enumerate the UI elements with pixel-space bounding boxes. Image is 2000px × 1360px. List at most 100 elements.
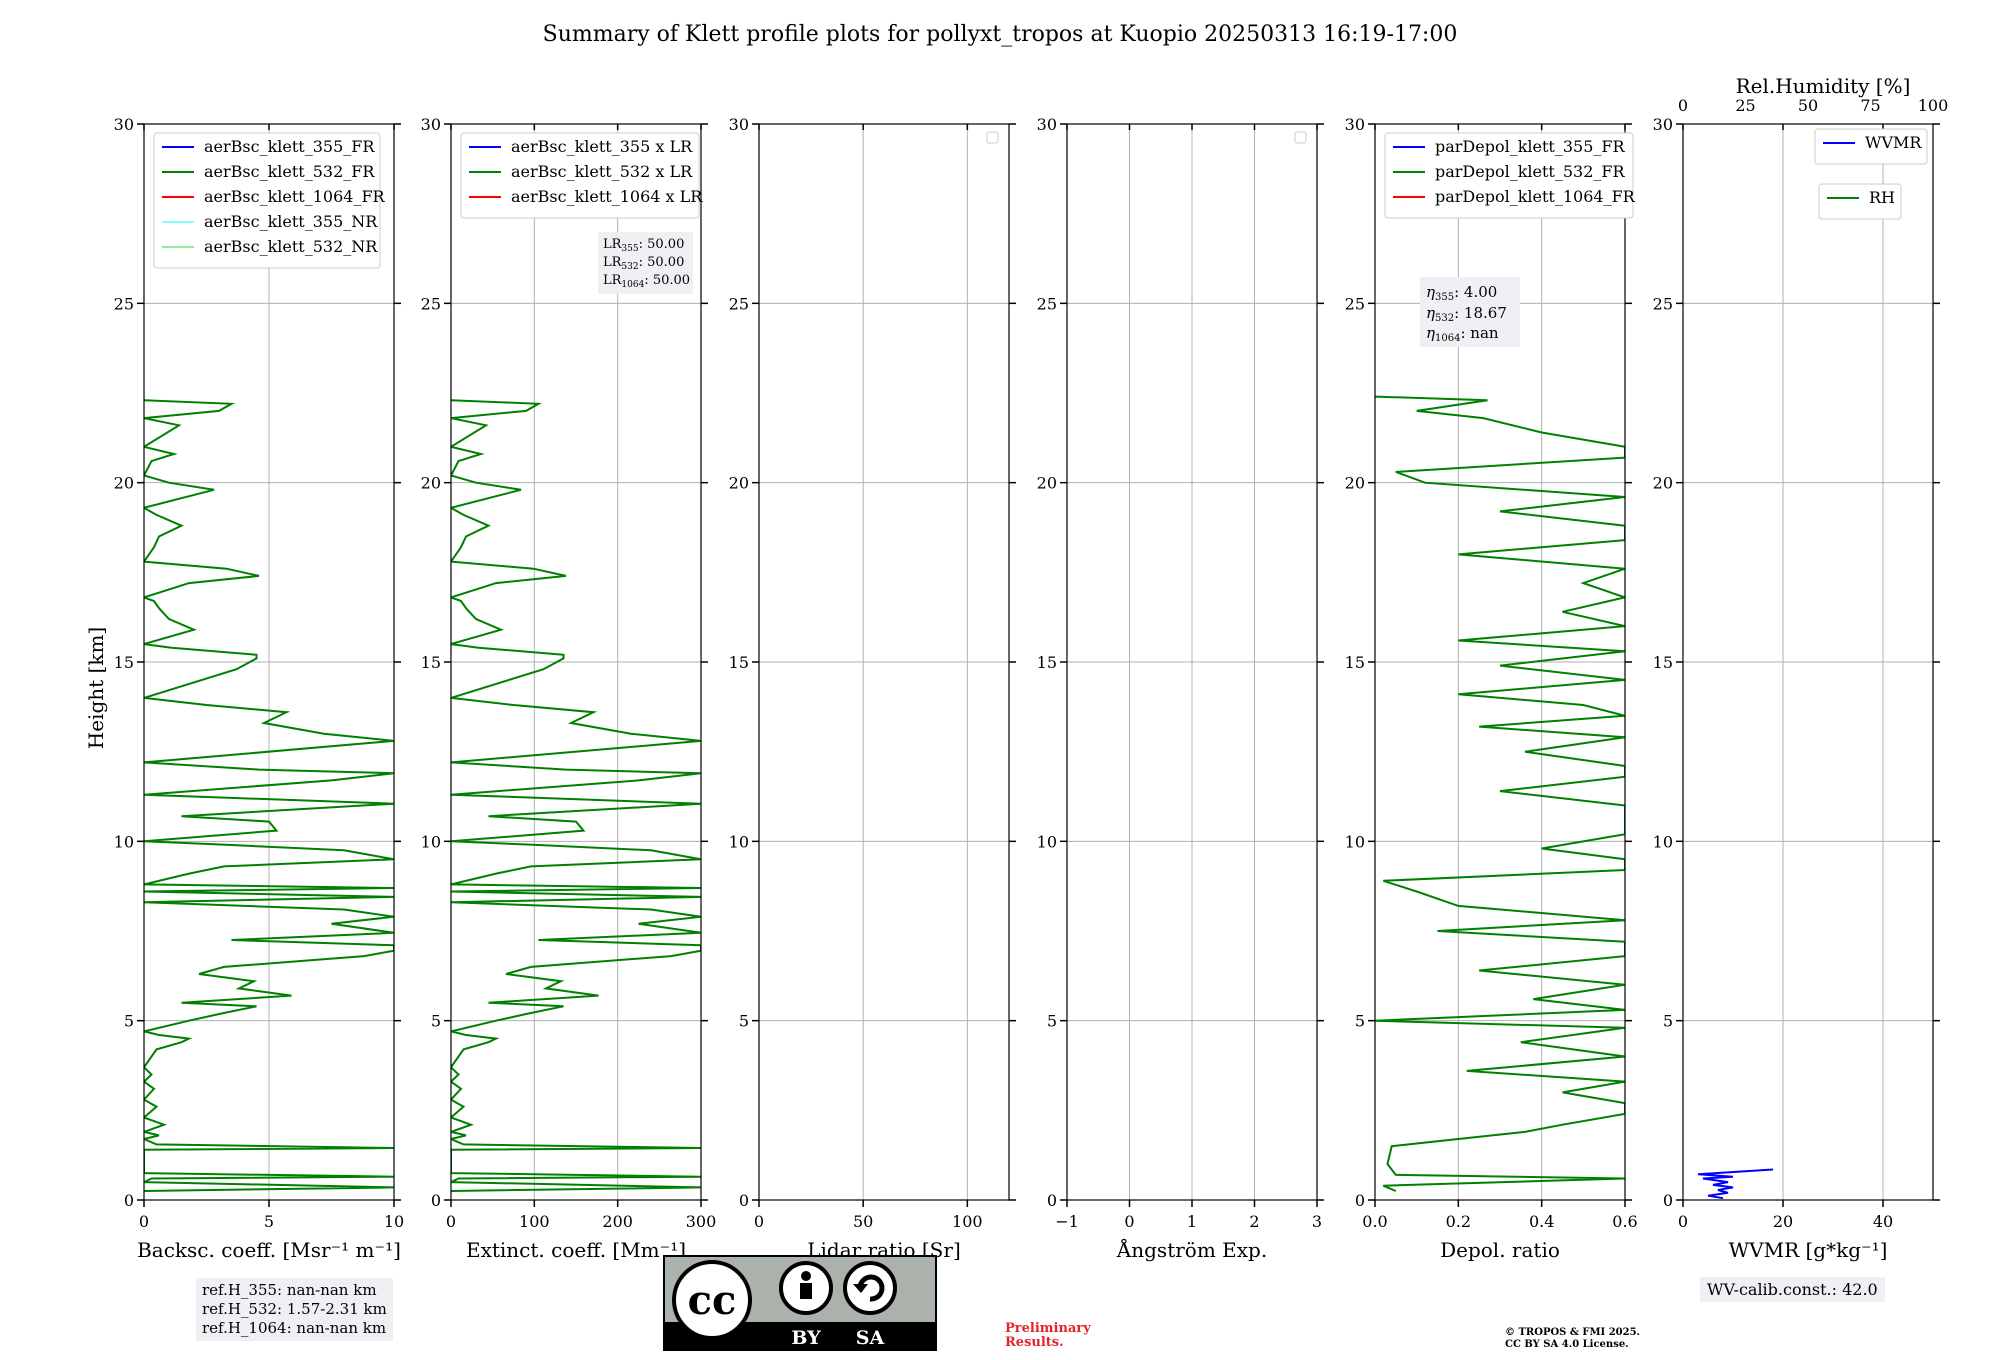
preliminary-line-2: Results. (1005, 1335, 1064, 1350)
y-tick-label: 5 (1047, 1012, 1057, 1031)
legend: parDepol_klett_355_FR parDepol_klett_532_… (1384, 132, 1636, 219)
y-tick-label: 30 (421, 115, 441, 134)
ref-height-532: ref.H_532: 1.57-2.31 km (202, 1300, 387, 1318)
y-tick-label: 30 (729, 115, 749, 134)
y-tick-label: 5 (1355, 1012, 1365, 1031)
legend-label: aerBsc_klett_532_FR (204, 162, 375, 181)
y-tick-label: 20 (729, 474, 749, 493)
top-tick-label: 0 (1678, 96, 1688, 115)
x-axis-label: Backsc. coeff. [Msr⁻¹ m⁻¹] (137, 1238, 401, 1262)
x-tick-label: 10 (384, 1212, 404, 1231)
x-axis-label: Ångström Exp. (1116, 1237, 1267, 1262)
svg-text:LR1064: 50.00: LR1064: 50.00 (603, 273, 690, 290)
figure-title: Summary of Klett profile plots for polly… (542, 22, 1458, 47)
eta1064-value: nan (1470, 324, 1499, 342)
legend-frame (460, 132, 700, 219)
y-tick-label: 20 (1653, 474, 1673, 493)
legend-frame (153, 132, 381, 269)
y-tick-label: 15 (421, 653, 441, 672)
wv-calibration-box: WV-calib.const.: 42.0 (1700, 1277, 1885, 1302)
ref-height-1064: ref.H_1064: nan-nan km (202, 1319, 387, 1337)
y-tick-label: 15 (729, 653, 749, 672)
legend-label: parDepol_klett_1064_FR (1435, 187, 1636, 206)
x-tick-label: 40 (1873, 1212, 1893, 1231)
x-tick-label: 2 (1249, 1212, 1259, 1231)
x-tick-label: 0.6 (1612, 1212, 1637, 1231)
y-tick-label: 30 (1037, 115, 1057, 134)
legend-label: aerBsc_klett_355 x LR (511, 137, 693, 156)
series-line-aerBsc_klett_532_FR (144, 399, 394, 1192)
top-tick-label: 25 (1735, 96, 1755, 115)
panel-1: 0 5 10 0 5 10 15 20 25 30 Backsc. coeff. [Msr⁻¹ m⁻… (114, 115, 405, 1262)
y-tick-label: 30 (1653, 115, 1673, 134)
y-tick-label: 5 (431, 1012, 441, 1031)
legend: aerBsc_klett_355 x LR aerBsc_klett_532 x … (460, 132, 703, 219)
panel-2: 0 100 200 300 0 5 10 15 20 25 30 Extinct. coeff. [M… (421, 115, 717, 1262)
x-tick-label: 1 (1187, 1212, 1197, 1231)
legend-label: WVMR (1865, 133, 1922, 152)
legend-wvmr: WVMR (1814, 128, 1928, 165)
cc-icon (672, 1260, 752, 1340)
legend-frame (1384, 132, 1634, 219)
y-tick-label: 20 (114, 474, 134, 493)
y-tick-label: 25 (421, 294, 441, 313)
svg-text:η1064: nan: η1064: nan (1426, 324, 1499, 344)
y-tick-label: 5 (739, 1012, 749, 1031)
series-line-aerBsc_klett_532 x LR (451, 399, 701, 1192)
x-tick-label: 300 (686, 1212, 717, 1231)
y-tick-label: 5 (124, 1012, 134, 1031)
y-tick-label: 15 (114, 653, 134, 672)
y-tick-label: 20 (421, 474, 441, 493)
y-tick-label: 10 (114, 832, 134, 851)
share-alike-icon (843, 1261, 897, 1315)
copyright-line-2: CC BY SA 4.0 License. (1505, 1339, 1629, 1350)
y-tick-label: 0 (124, 1191, 134, 1210)
legend-label: aerBsc_klett_355_FR (204, 137, 375, 156)
x-tick-label: 0 (1124, 1212, 1134, 1231)
x-tick-label: 100 (952, 1212, 983, 1231)
x-tick-label: 5 (264, 1212, 274, 1231)
x-tick-label: 0.2 (1446, 1212, 1471, 1231)
lr355-value: 50.00 (647, 237, 684, 252)
y-tick-label: 0 (1047, 1191, 1057, 1210)
eta532-value: 18.67 (1464, 304, 1507, 322)
legend-label: aerBsc_klett_532 x LR (511, 162, 693, 181)
legend-label: parDepol_klett_355_FR (1435, 137, 1626, 156)
series-line-WVMR (1697, 1168, 1774, 1200)
preliminary-results-note: Preliminary Results. (1005, 1322, 1091, 1350)
lr1064-value: 50.00 (653, 273, 690, 288)
empty-legend-box (986, 131, 999, 144)
legend-label: aerBsc_klett_355_NR (204, 212, 378, 231)
y-tick-label: 10 (1653, 832, 1673, 851)
x-tick-label: 0 (1678, 1212, 1688, 1231)
y-tick-label: 10 (421, 832, 441, 851)
legend-rh: RH (1818, 183, 1902, 220)
legend-label: parDepol_klett_532_FR (1435, 162, 1626, 181)
y-tick-label: 0 (1355, 1191, 1365, 1210)
y-tick-label: 20 (1037, 474, 1057, 493)
x-tick-label: 100 (519, 1212, 550, 1231)
x-tick-label: 0.4 (1529, 1212, 1554, 1231)
x-tick-label: −1 (1055, 1212, 1079, 1231)
x-tick-label: 20 (1773, 1212, 1793, 1231)
x-axis-label: Depol. ratio (1440, 1238, 1560, 1262)
y-tick-label: 25 (729, 294, 749, 313)
svg-text:LR355: 50.00: LR355: 50.00 (603, 237, 684, 254)
svg-text:η532: 18.67: η532: 18.67 (1426, 304, 1507, 324)
copyright-note: © TROPOS & FMI 2025. CC BY SA 4.0 Licens… (1505, 1327, 1640, 1351)
x-axis-label: Extinct. coeff. [Mm⁻¹] (466, 1238, 686, 1262)
legend-frame (1818, 183, 1902, 220)
top-tick-label: 50 (1798, 96, 1818, 115)
y-tick-label: 30 (114, 115, 134, 134)
y-tick-label: 0 (1663, 1191, 1673, 1210)
eta355-value: 4.00 (1464, 283, 1497, 301)
by-badge-text: BY (791, 1327, 821, 1349)
top-tick-label: 100 (1918, 96, 1949, 115)
sa-badge-text: SA (856, 1327, 885, 1349)
x-tick-label: 200 (602, 1212, 633, 1231)
cc-by-sa-badge: cc BY SA (663, 1255, 937, 1351)
legend-label: RH (1869, 188, 1895, 207)
